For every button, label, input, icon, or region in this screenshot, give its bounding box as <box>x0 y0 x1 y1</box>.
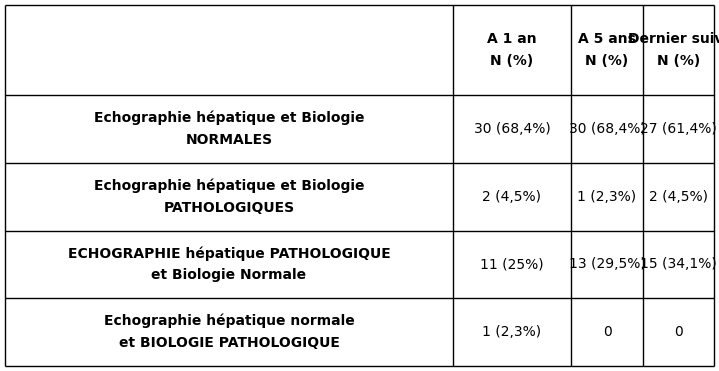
Text: NORMALES: NORMALES <box>186 133 273 147</box>
Text: 1 (2,3%): 1 (2,3%) <box>482 325 541 339</box>
Text: 27 (61,4%): 27 (61,4%) <box>640 122 717 136</box>
Text: A 1 an: A 1 an <box>487 32 537 46</box>
Text: Echographie hépatique normale: Echographie hépatique normale <box>104 314 354 328</box>
Text: et BIOLOGIE PATHOLOGIQUE: et BIOLOGIE PATHOLOGIQUE <box>119 336 339 350</box>
Text: 13 (29,5%): 13 (29,5%) <box>569 257 646 271</box>
Text: N (%): N (%) <box>657 54 700 68</box>
Text: et Biologie Normale: et Biologie Normale <box>152 268 306 282</box>
Text: 2 (4,5%): 2 (4,5%) <box>482 190 541 204</box>
Text: 11 (25%): 11 (25%) <box>480 257 544 271</box>
Text: ECHOGRAPHIE hépatique PATHOLOGIQUE: ECHOGRAPHIE hépatique PATHOLOGIQUE <box>68 246 390 260</box>
Text: Echographie hépatique et Biologie: Echographie hépatique et Biologie <box>93 178 365 193</box>
Text: 30 (68,4%): 30 (68,4%) <box>569 122 646 136</box>
Text: Echographie hépatique et Biologie: Echographie hépatique et Biologie <box>93 111 365 125</box>
Text: 15 (34,1%): 15 (34,1%) <box>640 257 717 271</box>
Text: 1 (2,3%): 1 (2,3%) <box>577 190 636 204</box>
Text: A 5 ans: A 5 ans <box>578 32 636 46</box>
Text: PATHOLOGIQUES: PATHOLOGIQUES <box>163 201 295 215</box>
Text: 30 (68,4%): 30 (68,4%) <box>474 122 550 136</box>
Text: N (%): N (%) <box>490 54 533 68</box>
Text: 2 (4,5%): 2 (4,5%) <box>649 190 708 204</box>
Text: N (%): N (%) <box>585 54 628 68</box>
Text: Dernier suivi: Dernier suivi <box>628 32 719 46</box>
Text: 0: 0 <box>674 325 683 339</box>
Text: 0: 0 <box>603 325 611 339</box>
